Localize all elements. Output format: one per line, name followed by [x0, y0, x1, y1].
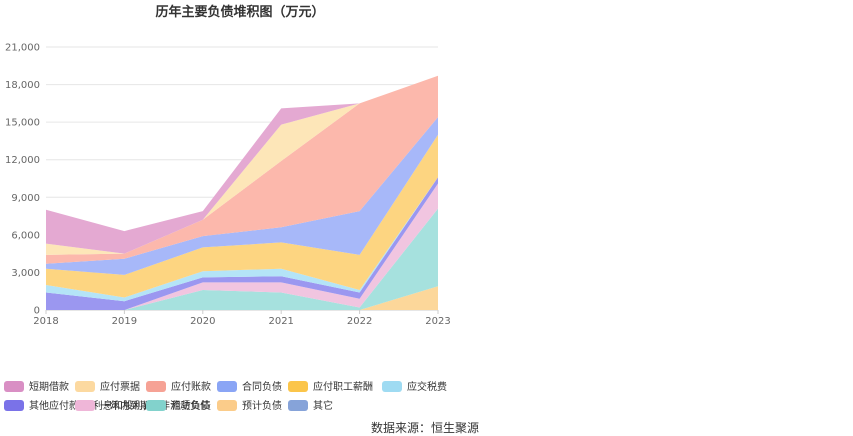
legend-label: 应付账款	[171, 380, 211, 393]
legend-label: 短期借款	[29, 380, 69, 393]
legend-swatch	[288, 381, 308, 392]
legend-label: 合同负债	[242, 380, 282, 393]
legend-swatch	[382, 381, 402, 392]
legend-swatch	[146, 381, 166, 392]
area-预计负债	[46, 286, 438, 310]
legend-swatch	[75, 381, 95, 392]
y-tick-label: 3,000	[11, 268, 40, 279]
area-series	[46, 75, 438, 310]
data-source-label: 数据来源：恒生聚源	[371, 420, 479, 435]
legend-swatch	[217, 381, 237, 392]
y-tick-label: 9,000	[11, 193, 40, 204]
x-tick-label: 2021	[268, 316, 293, 327]
area-一年内到期的非流动负债	[46, 183, 438, 310]
x-tick-label: 2020	[190, 316, 215, 327]
area-应付账款	[46, 75, 438, 264]
y-axis: 0 3,000 6,000 9,000 12,000 15,000 18,000 21,000	[5, 43, 40, 317]
x-tick-label: 2018	[33, 316, 58, 327]
area-应付职工薪酬	[46, 134, 438, 298]
y-tick-label: 21,000	[5, 43, 40, 54]
y-tick-label: 15,000	[5, 118, 40, 129]
legend-label: 租赁负债	[171, 399, 211, 412]
area-短期借款	[46, 75, 438, 254]
legend-swatch	[4, 381, 24, 392]
x-tick-label: 2023	[425, 316, 450, 327]
legend: 短期借款应付票据应付账款合同负债应付职工薪酬应交税费其他应付款(含利息和股利)一…	[4, 380, 447, 412]
legend-swatch	[75, 400, 95, 411]
legend-swatch	[217, 400, 237, 411]
area-应交税费	[46, 177, 438, 302]
legend-swatch	[146, 400, 166, 411]
y-tick-label: 0	[34, 306, 40, 317]
area-合同负债	[46, 117, 438, 275]
x-tick-label: 2022	[347, 316, 372, 327]
legend-label: 应付职工薪酬	[313, 380, 373, 393]
x-tick-label: 2019	[112, 316, 137, 327]
legend-label: 应交税费	[407, 380, 447, 393]
x-axis: 2018 2019 2020 2021 2022 2023	[33, 310, 451, 327]
y-tick-label: 18,000	[5, 80, 40, 91]
legend-label: 应付票据	[100, 380, 140, 393]
chart-title: 历年主要负债堆积图（万元）	[155, 4, 324, 20]
legend-swatch	[288, 400, 308, 411]
legend-label: 其它	[313, 399, 333, 412]
legend-label: 预计负债	[242, 399, 282, 412]
legend-swatch	[4, 400, 24, 411]
y-tick-label: 12,000	[5, 155, 40, 166]
y-tick-label: 6,000	[11, 230, 40, 241]
